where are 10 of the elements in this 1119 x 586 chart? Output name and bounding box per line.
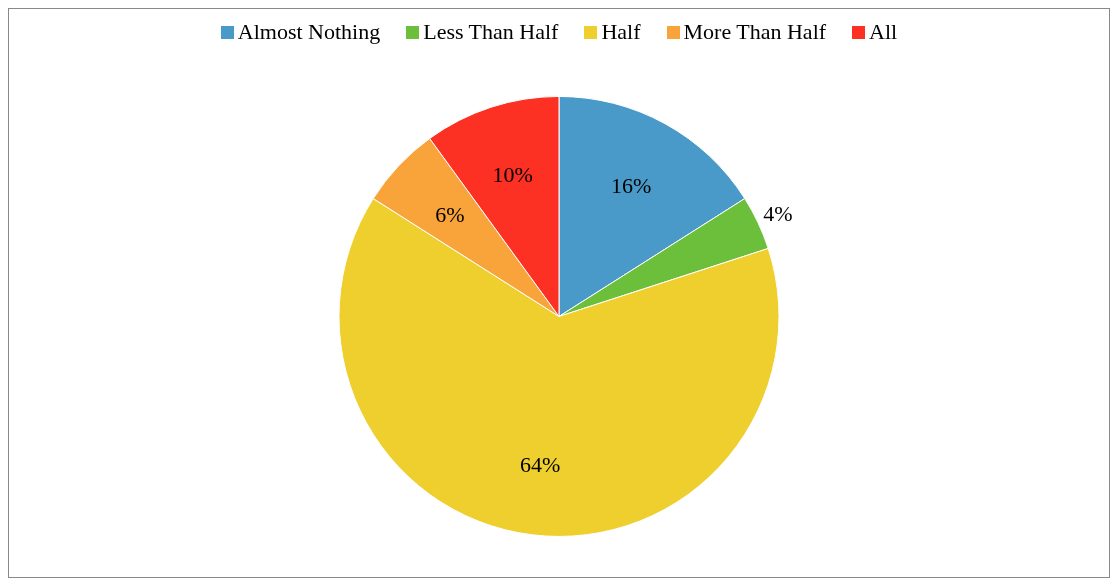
data-label: 6% <box>435 201 465 227</box>
legend-label: More Than Half <box>683 19 827 45</box>
data-label: 10% <box>492 161 533 187</box>
legend-label: All <box>869 19 898 45</box>
legend-label: Half <box>601 19 641 45</box>
legend-label: Less Than Half <box>423 19 559 45</box>
data-label: 16% <box>610 172 652 198</box>
legend-label: Almost Nothing <box>237 19 381 45</box>
data-label: 64% <box>520 452 561 478</box>
data-label: 4% <box>763 200 793 226</box>
